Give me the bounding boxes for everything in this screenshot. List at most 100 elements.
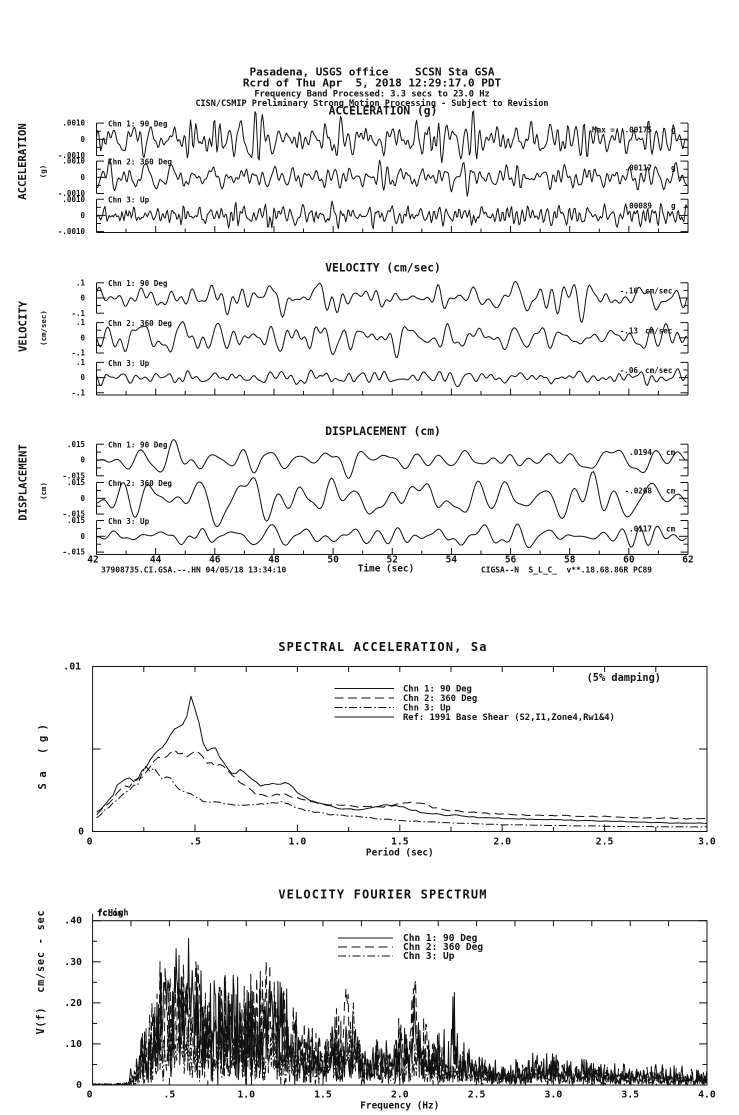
panel-title-velocity: VELOCITY (cm/sec)	[325, 262, 441, 275]
y-tick-label: .01	[63, 662, 81, 673]
x-tick-label: 3.0	[698, 837, 716, 848]
panel-title-velocity_fourier_spectrum: VELOCITY FOURIER SPECTRUM	[278, 888, 487, 902]
x-tick-label: .5	[189, 837, 201, 848]
curve-velocity_fourier_spectrum-2	[92, 961, 708, 1086]
x-tick-label: 54	[446, 555, 458, 566]
peak-value: -.0268	[625, 486, 653, 495]
panel-velocity_fourier_spectrum: VELOCITY FOURIER SPECTRUM 0 .5 1.0 1.5 2.0 2.5…	[36, 888, 716, 1112]
x-axis-title-time: Time (sec)	[358, 564, 414, 575]
x-tick-label: 1.5	[314, 1090, 332, 1101]
waveform-velocity-ch1	[96, 280, 688, 323]
tick-label: 0	[80, 494, 85, 503]
peak-unit: cm	[666, 486, 676, 495]
y-tick-label: .10	[64, 1039, 82, 1050]
x-tick-label: 50	[327, 555, 339, 566]
panel-acceleration: ACCELERATION (g) ACCELERATION (g) .0010 0 -.0…	[17, 105, 689, 236]
curve-velocity_fourier_spectrum-3	[92, 1002, 708, 1086]
curve-spectral_acceleration-1	[96, 695, 708, 824]
fc-low-label: fcLow	[97, 909, 124, 919]
y-tick-label: 0	[76, 1080, 82, 1091]
tick-label: .0010	[62, 195, 85, 204]
panel-velocity: VELOCITY (cm/sec) VELOCITY (cm/sec) .1 0 -.1 C…	[18, 262, 689, 397]
legend-label: Chn 2: 360 Deg	[403, 694, 477, 704]
tick-label: 0	[80, 294, 85, 303]
x-tick-label: 1.0	[237, 1090, 255, 1101]
peak-unit: cm	[666, 524, 676, 533]
peak-unit: g	[671, 202, 676, 211]
tick-label: 0	[80, 135, 85, 144]
x-tick-label: 1.0	[289, 837, 307, 848]
waveform-displacement-ch1	[96, 439, 687, 479]
x-tick-label: 2.5	[596, 837, 614, 848]
x-tick-label: 3.5	[621, 1090, 639, 1101]
x-tick-label: 3.0	[545, 1090, 563, 1101]
legend-label: Ref: 1991 Base Shear (S2,I1,Zone4,Rw1&4)	[403, 713, 615, 723]
peak-value: -.13	[620, 326, 639, 335]
tick-label: .1	[76, 358, 86, 367]
channel-label: Chn 3: Up	[108, 196, 150, 205]
header-band-line: Frequency Band Processed: 3.3 secs to 23…	[254, 90, 489, 100]
tick-label: -.015	[62, 510, 85, 519]
tick-label: .0010	[62, 119, 85, 128]
y-axis-label-velocity_fourier_spectrum: V(f) cm/sec - sec	[36, 910, 47, 1035]
footer-record-id: 37908735.CI.GSA.--.HN 04/05/18 13:34:10	[101, 566, 287, 575]
trace-velocity-ch2: .1 0 -.1 Chn 2: 360 Deg -.13 cm/sec	[71, 318, 689, 359]
peak-value: .0117	[629, 524, 652, 533]
x-tick-label: 46	[209, 555, 221, 566]
tick-label: .1	[76, 318, 86, 327]
x-tick-label: 56	[505, 555, 517, 566]
x-tick-label: 62	[682, 555, 693, 566]
tick-label: -.015	[62, 471, 85, 480]
panel-title-spectral_acceleration: SPECTRAL ACCELERATION, Sa	[278, 640, 487, 654]
tick-label: 0	[80, 173, 85, 182]
y-axis-label-displacement: DISPLACEMENT	[18, 444, 30, 521]
tick-label: .0010	[62, 157, 85, 166]
trace-acceleration-ch3: .0010 0 -.0010 Chn 3: Up .00089 g	[58, 195, 689, 236]
x-tick-label: 42	[87, 555, 98, 566]
header-record-line: Rcrd of Thu Apr 5, 2018 12:29:17.0 PDT	[243, 77, 502, 90]
time-axis-displacement: 42 44 46 48 50 52 54 56 58 60 62 Time (sec)	[87, 548, 694, 575]
trace-displacement-ch2: .015 0 -.015 Chn 2: 360 Deg -.0268 cm	[62, 471, 689, 528]
tick-label: 0	[80, 211, 85, 220]
x-tick-label: 48	[268, 555, 280, 566]
x-tick-label: 0	[87, 837, 93, 848]
trace-displacement-ch1: .015 0 -.015 Chn 1: 90 Deg .0194 cm	[62, 439, 689, 480]
fc-high-label: fcHigh	[98, 908, 129, 919]
peak-unit: g	[671, 164, 676, 173]
trace-acceleration-ch1: .0010 0 -.0010 Chn 1: 90 Deg Max = .00175 g	[58, 110, 689, 164]
peak-unit: g	[671, 126, 676, 135]
waveform-velocity-ch2	[96, 321, 688, 359]
tick-label: -.0010	[58, 189, 86, 198]
peak-unit: cm	[666, 448, 676, 457]
peak-value: -.16	[620, 287, 639, 296]
y-axis-label-velocity: VELOCITY	[18, 300, 30, 352]
damping-note: (5% damping)	[587, 672, 661, 684]
tick-label: -.1	[71, 349, 85, 358]
trace-velocity-ch3: .1 0 -.1 Chn 3: Up -.06 cm/sec	[71, 358, 689, 397]
tick-label: 0	[80, 373, 85, 382]
channel-label: Chn 1: 90 Deg	[108, 441, 168, 450]
x-tick-label: 44	[150, 555, 162, 566]
y-axis-unit-displacement: (cm)	[39, 482, 48, 500]
x-tick-label: 0	[87, 1090, 93, 1101]
curve-spectral_acceleration-2	[96, 749, 708, 820]
tick-label: .1	[76, 278, 86, 287]
peak-value: .00089	[625, 202, 653, 211]
panel-spectral_acceleration: SPECTRAL ACCELERATION, Sa 0 .5 1.0 1.5 2.0 2.5…	[37, 640, 716, 859]
channel-label: Chn 2: 360 Deg	[108, 158, 172, 167]
waveform-acceleration-ch3	[96, 200, 688, 230]
waveform-displacement-ch3	[96, 523, 687, 549]
x-tick-label: 1.5	[391, 837, 409, 848]
channel-label: Chn 3: Up	[108, 359, 150, 368]
legend-label: Chn 1: 90 Deg	[403, 933, 478, 944]
peak-unit: cm/sec	[645, 366, 672, 375]
plot-panels: ACCELERATION (g) ACCELERATION (g) .0010 0 -.0…	[17, 105, 716, 1112]
tick-label: 0	[80, 333, 85, 342]
channel-label: Chn 1: 90 Deg	[108, 120, 168, 129]
x-axis-title-velocity_fourier_spectrum: Frequency (Hz)	[360, 1101, 439, 1112]
x-tick-label: 52	[387, 555, 398, 566]
